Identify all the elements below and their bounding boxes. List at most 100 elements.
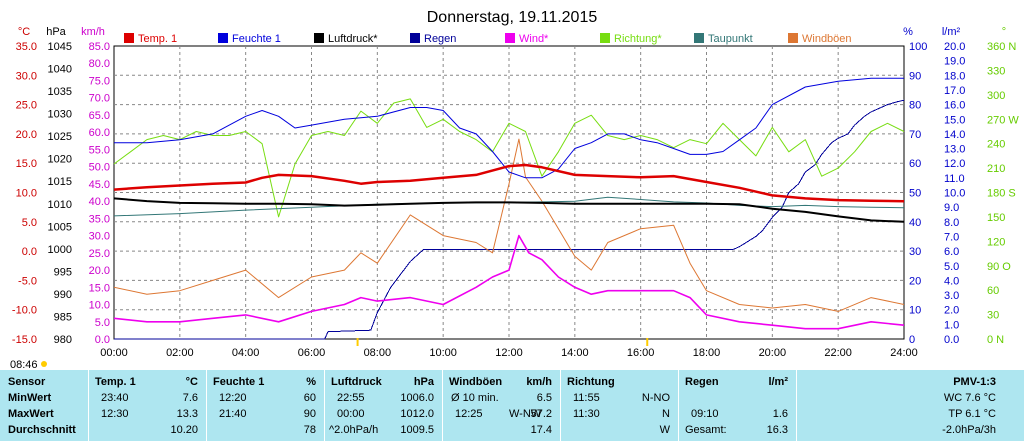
x-tick-label: 00:00 [100, 347, 128, 359]
y-tick-direction: 150 [987, 212, 1005, 224]
pressure-trend: ^2.0hPa/h [329, 424, 379, 436]
y-tick-direction: 210 [987, 163, 1005, 175]
y-tick-rain: 17.0 [944, 85, 965, 97]
pressure-max-time: 00:00 [337, 408, 365, 420]
chart-legend: Temp. 1 Feuchte 1 Luftdruck* Regen Wind* Rich… [124, 33, 852, 45]
x-tick-label: 02:00 [166, 347, 194, 359]
y-tick-pressure: 1005 [48, 221, 72, 233]
y-tick-humidity: 70 [909, 129, 921, 141]
y-tick-humidity: 40 [909, 217, 921, 229]
y-tick-rain: 9.0 [944, 202, 959, 214]
humidity-max-value: 90 [303, 408, 316, 420]
sensor-header: Sensor [8, 376, 46, 388]
time-marker-dot [41, 361, 47, 367]
legend-label: Richtung* [614, 33, 662, 45]
y-tick-rain: 6.0 [944, 246, 959, 258]
rain-total-value: 16.3 [766, 424, 788, 436]
y-tick-wind: 10.0 [89, 300, 110, 312]
stats-col-temp: Temp. 1 °C 23:40 7.6 12:30 13.3 10.20 [88, 370, 206, 441]
weather-chart: Donnerstag, 19.11.2015 Temp. 1 Feuchte 1 L… [10, 9, 1020, 370]
y-tick-rain: 11.0 [944, 173, 965, 185]
chart-grid [113, 45, 905, 340]
temp-min-time: 23:40 [101, 392, 129, 404]
stats-col-pmv: PMV-1:3 WC 7.6 °C TP 6.1 °C -2.0hPa/3h [796, 370, 1024, 441]
y-tick-direction: 360 N [987, 41, 1016, 53]
y-tick-humidity: 0 [909, 334, 915, 346]
y-tick-wind: 0.0 [95, 334, 110, 346]
pressure-min-time: 22:55 [337, 392, 365, 404]
legend-swatch [410, 33, 420, 43]
x-tick-label: 20:00 [759, 347, 787, 359]
row-label-max: MaxWert [8, 408, 54, 420]
y-tick-humidity: 80 [909, 100, 921, 112]
y-tick-humidity: 60 [909, 158, 921, 170]
x-tick-label: 06:00 [298, 347, 326, 359]
y-tick-wind: 55.0 [89, 144, 110, 156]
y-tick-wind: 50.0 [89, 162, 110, 174]
x-tick-label: 24:00 [890, 347, 918, 359]
direction-header: Richtung [567, 376, 615, 388]
series-line-windb-en [113, 138, 905, 312]
y-tick-pressure: 985 [54, 311, 72, 323]
y-tick-rain: 12.0 [944, 158, 965, 170]
pmv-header: PMV-1:3 [953, 376, 996, 388]
axis-unit-pressure: hPa [46, 26, 66, 38]
y-tick-temp: 10.0 [16, 188, 37, 200]
y-tick-pressure: 1025 [48, 131, 72, 143]
legend-label: Luftdruck* [328, 33, 378, 45]
y-tick-rain: 2.0 [944, 305, 959, 317]
y-tick-pressure: 1015 [48, 176, 72, 188]
y-tick-rain: 4.0 [944, 275, 959, 287]
y-tick-wind: 45.0 [89, 179, 110, 191]
y-tick-pressure: 980 [54, 334, 72, 346]
legend-label: Windböen [802, 33, 852, 45]
y-tick-pressure: 1040 [48, 64, 72, 76]
pmv-windchill: WC 7.6 °C [943, 392, 996, 404]
stats-col-direction: Richtung 11:55 N-NO 11:30 N W [560, 370, 678, 441]
statistics-panel: Sensor MinWert MaxWert Durchschnitt Temp… [0, 370, 1024, 441]
gusts-avg-value: 17.4 [530, 424, 552, 436]
legend-label: Regen [424, 33, 456, 45]
axis-unit-temp: °C [18, 26, 30, 38]
x-tick-label: 04:00 [232, 347, 260, 359]
axis-unit-humidity: % [903, 26, 913, 38]
y-tick-direction: 240 [987, 139, 1005, 151]
pressure-max-value: 1012.0 [400, 408, 434, 420]
y-tick-direction: 60 [987, 285, 999, 297]
y-tick-temp: 0.0 [22, 246, 37, 258]
legend-label: Temp. 1 [138, 33, 177, 45]
y-tick-rain: 5.0 [944, 261, 959, 273]
y-tick-temp: 30.0 [16, 70, 37, 82]
y-tick-rain: 10.0 [944, 188, 965, 200]
direction-max-time: 11:30 [573, 408, 600, 420]
y-tick-temp: -10.0 [12, 305, 37, 317]
axis-unit-rain: l/m² [942, 26, 961, 38]
y-tick-wind: 65.0 [89, 110, 110, 122]
y-tick-rain: 0.0 [944, 334, 959, 346]
y-tick-wind: 20.0 [89, 265, 110, 277]
legend-swatch [600, 33, 610, 43]
x-tick-label: 18:00 [693, 347, 721, 359]
direction-avg-value: W [659, 424, 670, 436]
legend-swatch [788, 33, 798, 43]
pressure-min-value: 1006.0 [400, 392, 434, 404]
y-tick-rain: 14.0 [944, 129, 965, 141]
pressure-avg-value: 1009.5 [400, 424, 434, 436]
y-tick-temp: 20.0 [16, 129, 37, 141]
temp-header: Temp. 1 [95, 376, 136, 388]
legend-swatch [124, 33, 134, 43]
series-line-luftdruck [113, 197, 905, 223]
stats-col-humidity: Feuchte 1 % 12:20 60 21:40 90 78 [206, 370, 324, 441]
rain-max-time: 09:10 [691, 408, 719, 420]
rain-total-label: Gesamt: [685, 424, 727, 436]
x-tick-label: 08:00 [364, 347, 392, 359]
temp-min-value: 7.6 [182, 392, 198, 404]
row-label-min: MinWert [8, 392, 52, 404]
temp-avg-value: 10.20 [170, 424, 198, 436]
humidity-min-time: 12:20 [219, 392, 247, 404]
rain-unit: l/m² [768, 376, 788, 388]
x-axis: 00:00 02:00 04:00 06:00 08:00 10:00 12:00 14:00… [100, 347, 918, 359]
gusts-max-time: 12:25 [455, 408, 483, 420]
y-tick-direction: 180 S [987, 188, 1016, 200]
y-tick-rain: 3.0 [944, 290, 959, 302]
